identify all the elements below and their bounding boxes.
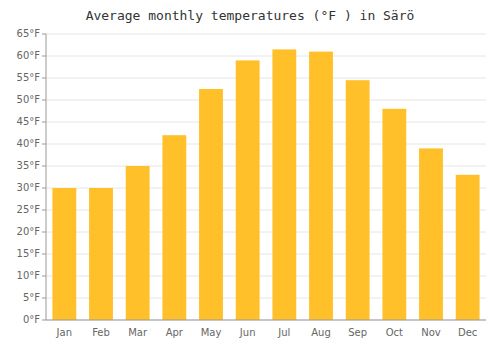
y-tick (42, 78, 46, 79)
y-axis: 0°F 5°F 10°F 15°F 20°F 25°F 30°F 35°F 40°F 45°F 50… (17, 28, 46, 325)
grid-line (46, 122, 486, 123)
chart-container: Average monthly temperatures (°F ) in Sä… (0, 0, 500, 350)
y-tick-label: 60°F (17, 50, 41, 61)
x-tick-label: Jan (56, 327, 72, 338)
x-tick-label: Apr (166, 327, 184, 338)
y-tick (42, 122, 46, 123)
bar (89, 188, 113, 320)
y-tick-label: 65°F (17, 28, 41, 39)
bar (309, 52, 333, 320)
y-tick-label: 55°F (17, 72, 41, 83)
y-tick-label: 5°F (23, 292, 40, 303)
chart-title: Average monthly temperatures (°F ) in Sä… (86, 8, 415, 23)
x-tick-label: Jun (239, 327, 256, 338)
y-tick-label: 45°F (17, 116, 41, 127)
y-tick (42, 188, 46, 189)
bar (236, 60, 260, 320)
y-tick (42, 232, 46, 233)
y-tick-label: 35°F (17, 160, 41, 171)
y-tick-label: 30°F (17, 182, 41, 193)
grid-line (46, 320, 486, 321)
y-axis-line (46, 34, 47, 320)
y-tick-label: 15°F (17, 248, 41, 259)
y-tick (42, 144, 46, 145)
bar (199, 89, 223, 320)
y-tick-label: 20°F (17, 226, 41, 237)
chart-svg: Average monthly temperatures (°F ) in Sä… (0, 0, 500, 350)
grid-line (46, 56, 486, 57)
x-tick-label: Aug (311, 327, 331, 338)
y-tick-label: 25°F (17, 204, 41, 215)
y-tick-label: 0°F (23, 314, 40, 325)
x-axis-line (46, 320, 486, 321)
y-tick (42, 254, 46, 255)
bar (346, 80, 370, 320)
x-tick-label: Jul (277, 327, 290, 338)
x-tick-label: May (201, 327, 222, 338)
y-tick (42, 210, 46, 211)
y-tick (42, 100, 46, 101)
x-tick-label: Dec (458, 327, 477, 338)
bar (419, 148, 443, 320)
grid-line (46, 144, 486, 145)
x-tick-label: Sep (348, 327, 367, 338)
x-tick-label: Nov (421, 327, 441, 338)
grid-line (46, 100, 486, 101)
grid-line (46, 34, 486, 35)
bars (52, 49, 479, 320)
bar (272, 49, 296, 320)
bar (456, 175, 480, 320)
x-tick-label: Oct (386, 327, 403, 338)
y-tick-label: 50°F (17, 94, 41, 105)
bar (382, 109, 406, 320)
x-tick-label: Feb (92, 327, 110, 338)
y-tick-label: 40°F (17, 138, 41, 149)
grid (46, 34, 486, 320)
bar (126, 166, 150, 320)
grid-line (46, 78, 486, 79)
y-tick (42, 56, 46, 57)
y-tick-label: 10°F (17, 270, 41, 281)
y-tick (42, 298, 46, 299)
x-tick-label: Mar (128, 327, 148, 338)
y-tick (42, 276, 46, 277)
y-tick (42, 166, 46, 167)
x-axis: Jan Feb Mar Apr May Jun Jul Aug Sep Oct Nov Dec (56, 327, 478, 338)
bar (162, 135, 186, 320)
bar (52, 188, 76, 320)
y-tick (42, 320, 46, 321)
y-tick (42, 34, 46, 35)
